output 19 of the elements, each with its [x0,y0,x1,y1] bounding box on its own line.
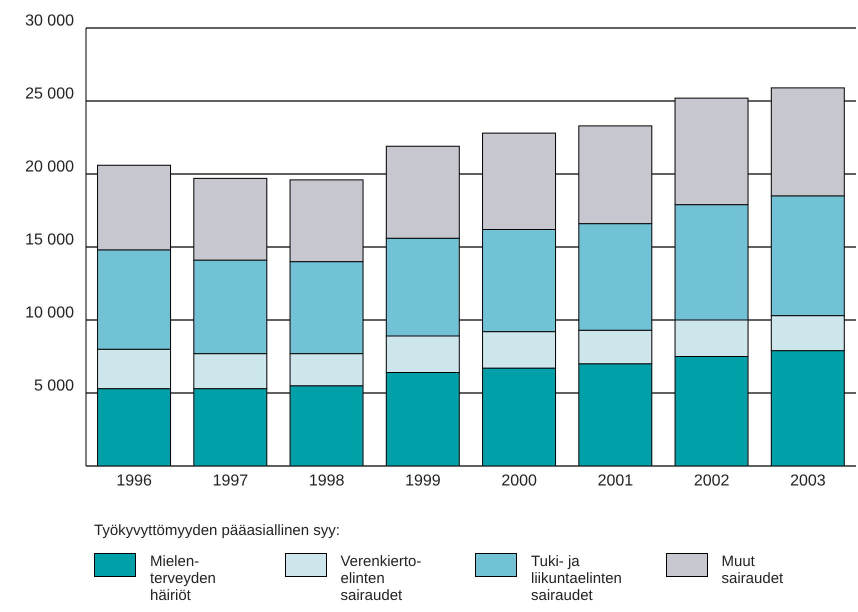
legend-label: Muut sairaudet [722,553,784,587]
legend-label: Tuki- ja liikuntaelinten sairaudet [531,553,623,604]
x-tick-label: 1997 [212,472,248,490]
x-tick-label: 1996 [116,472,152,490]
y-tick-label: 15 000 [25,232,74,249]
x-tick-label: 1999 [405,472,441,490]
legend-title: Työkyvyttömyyden pääasiallinen syy: [94,522,341,539]
y-tick-label: 20 000 [25,158,74,176]
y-tick-label: 30 000 [25,12,74,30]
y-tick-label: 25 000 [25,86,74,103]
x-tick-label: 2003 [790,472,826,490]
x-tick-label: 2002 [694,472,730,490]
x-tick-label: 2000 [501,472,538,490]
legend-label: Mielen-terveyden häiriöt [150,553,217,604]
y-tick-label: 10 000 [25,304,74,322]
x-tick-label: 2001 [598,472,634,490]
x-tick-label: 1998 [308,472,345,490]
y-tick-label: 5 000 [34,378,74,395]
legend-label: Verenkierto-elinten sairaudet [340,553,422,604]
